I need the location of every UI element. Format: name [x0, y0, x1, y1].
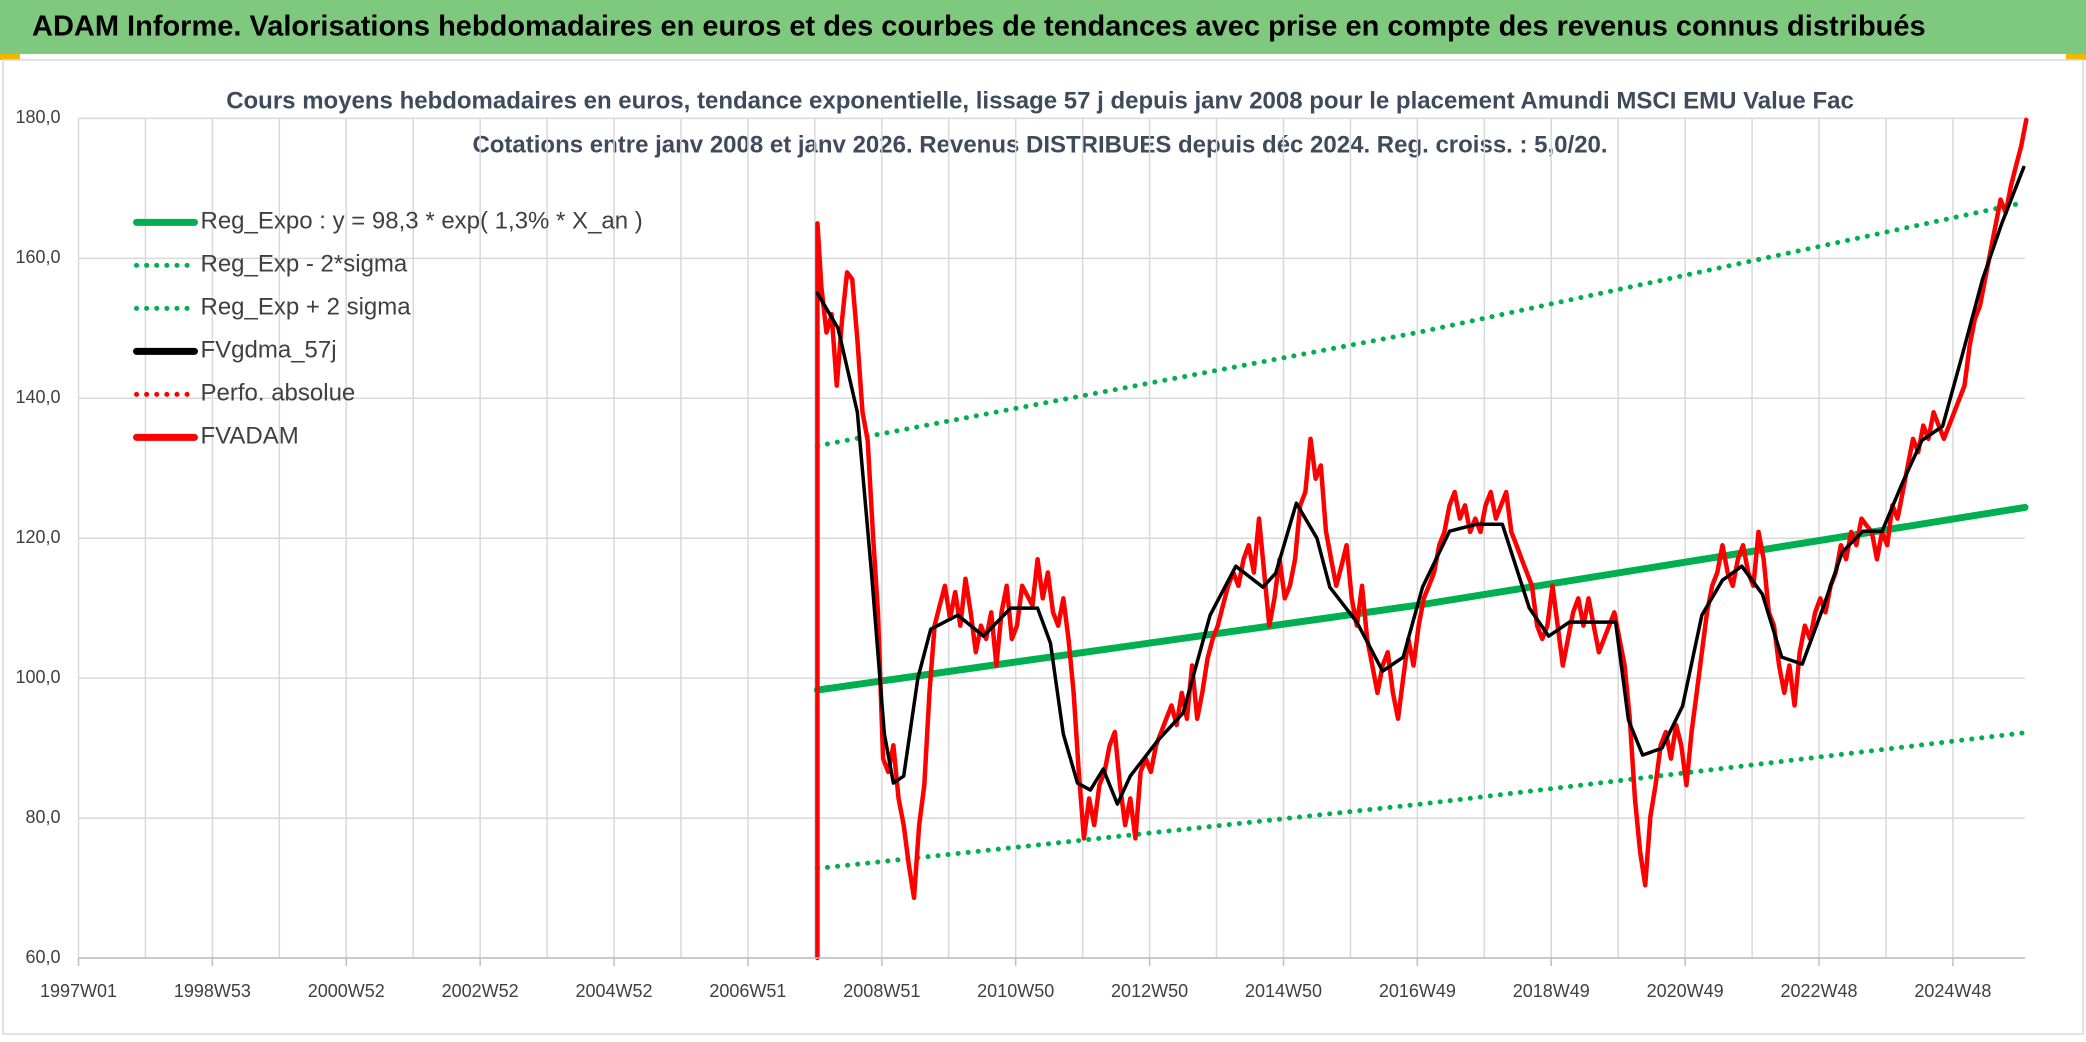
x-tick-label: 2020W49 — [1647, 981, 1724, 1001]
corner-mark — [2066, 54, 2086, 60]
x-tick-label: 2004W52 — [576, 981, 653, 1001]
y-tick-label: 80,0 — [25, 807, 60, 827]
legend-label: Reg_Exp + 2 sigma — [201, 294, 412, 321]
x-tick-label: 2016W49 — [1379, 981, 1456, 1001]
x-tick-label: 2024W48 — [1914, 981, 1991, 1001]
y-tick-label: 60,0 — [25, 947, 60, 967]
chart-title: Cours moyens hebdomadaires en euros, ten… — [226, 87, 1854, 114]
legend: Reg_Expo : y = 98,3 * exp( 1,3% * X_an )… — [133, 208, 643, 450]
legend-label: Reg_Exp - 2*sigma — [201, 251, 408, 278]
x-tick-label: 2012W50 — [1111, 981, 1188, 1001]
y-tick-label: 120,0 — [15, 527, 60, 547]
corner-mark — [0, 54, 20, 60]
header-bar — [0, 0, 2086, 54]
chart-frame — [2, 59, 2084, 1035]
series-line — [814, 730, 2028, 871]
header-title: ADAM Informe. Valorisations hebdomadaire… — [32, 11, 1926, 43]
chart-subtitle: Cotations entre janv 2008 et janv 2026. … — [472, 131, 1607, 158]
series-line — [815, 165, 2026, 806]
y-tick-label: 100,0 — [15, 667, 60, 687]
x-tick-label: 1997W01 — [40, 981, 117, 1001]
y-tick-label: 180,0 — [15, 107, 60, 127]
plot-lines — [813, 117, 2029, 961]
x-tick-label: 2018W49 — [1513, 981, 1590, 1001]
x-tick-label: 2014W50 — [1245, 981, 1322, 1001]
legend-label: Reg_Expo : y = 98,3 * exp( 1,3% * X_an ) — [201, 208, 643, 235]
x-tick-label: 2000W52 — [308, 981, 385, 1001]
y-tick-label: 160,0 — [15, 247, 60, 267]
series-line — [814, 199, 2028, 449]
legend-label: FVADAM — [201, 423, 299, 450]
legend-label: Perfo. absolue — [201, 380, 356, 407]
x-tick-label: 2022W48 — [1780, 981, 1857, 1001]
legend-label: FVgdma_57j — [201, 337, 337, 364]
x-tick-label: 1998W53 — [174, 981, 251, 1001]
x-tick-label: 2006W51 — [709, 981, 786, 1001]
y-tick-label: 140,0 — [15, 387, 60, 407]
axes: 60,0 80,0 100,0 120,0 140,0 160,0 180,0 1997W01… — [15, 107, 2025, 1001]
x-tick-label: 2002W52 — [442, 981, 519, 1001]
x-tick-label: 2008W51 — [843, 981, 920, 1001]
x-tick-label: 2010W50 — [977, 981, 1054, 1001]
